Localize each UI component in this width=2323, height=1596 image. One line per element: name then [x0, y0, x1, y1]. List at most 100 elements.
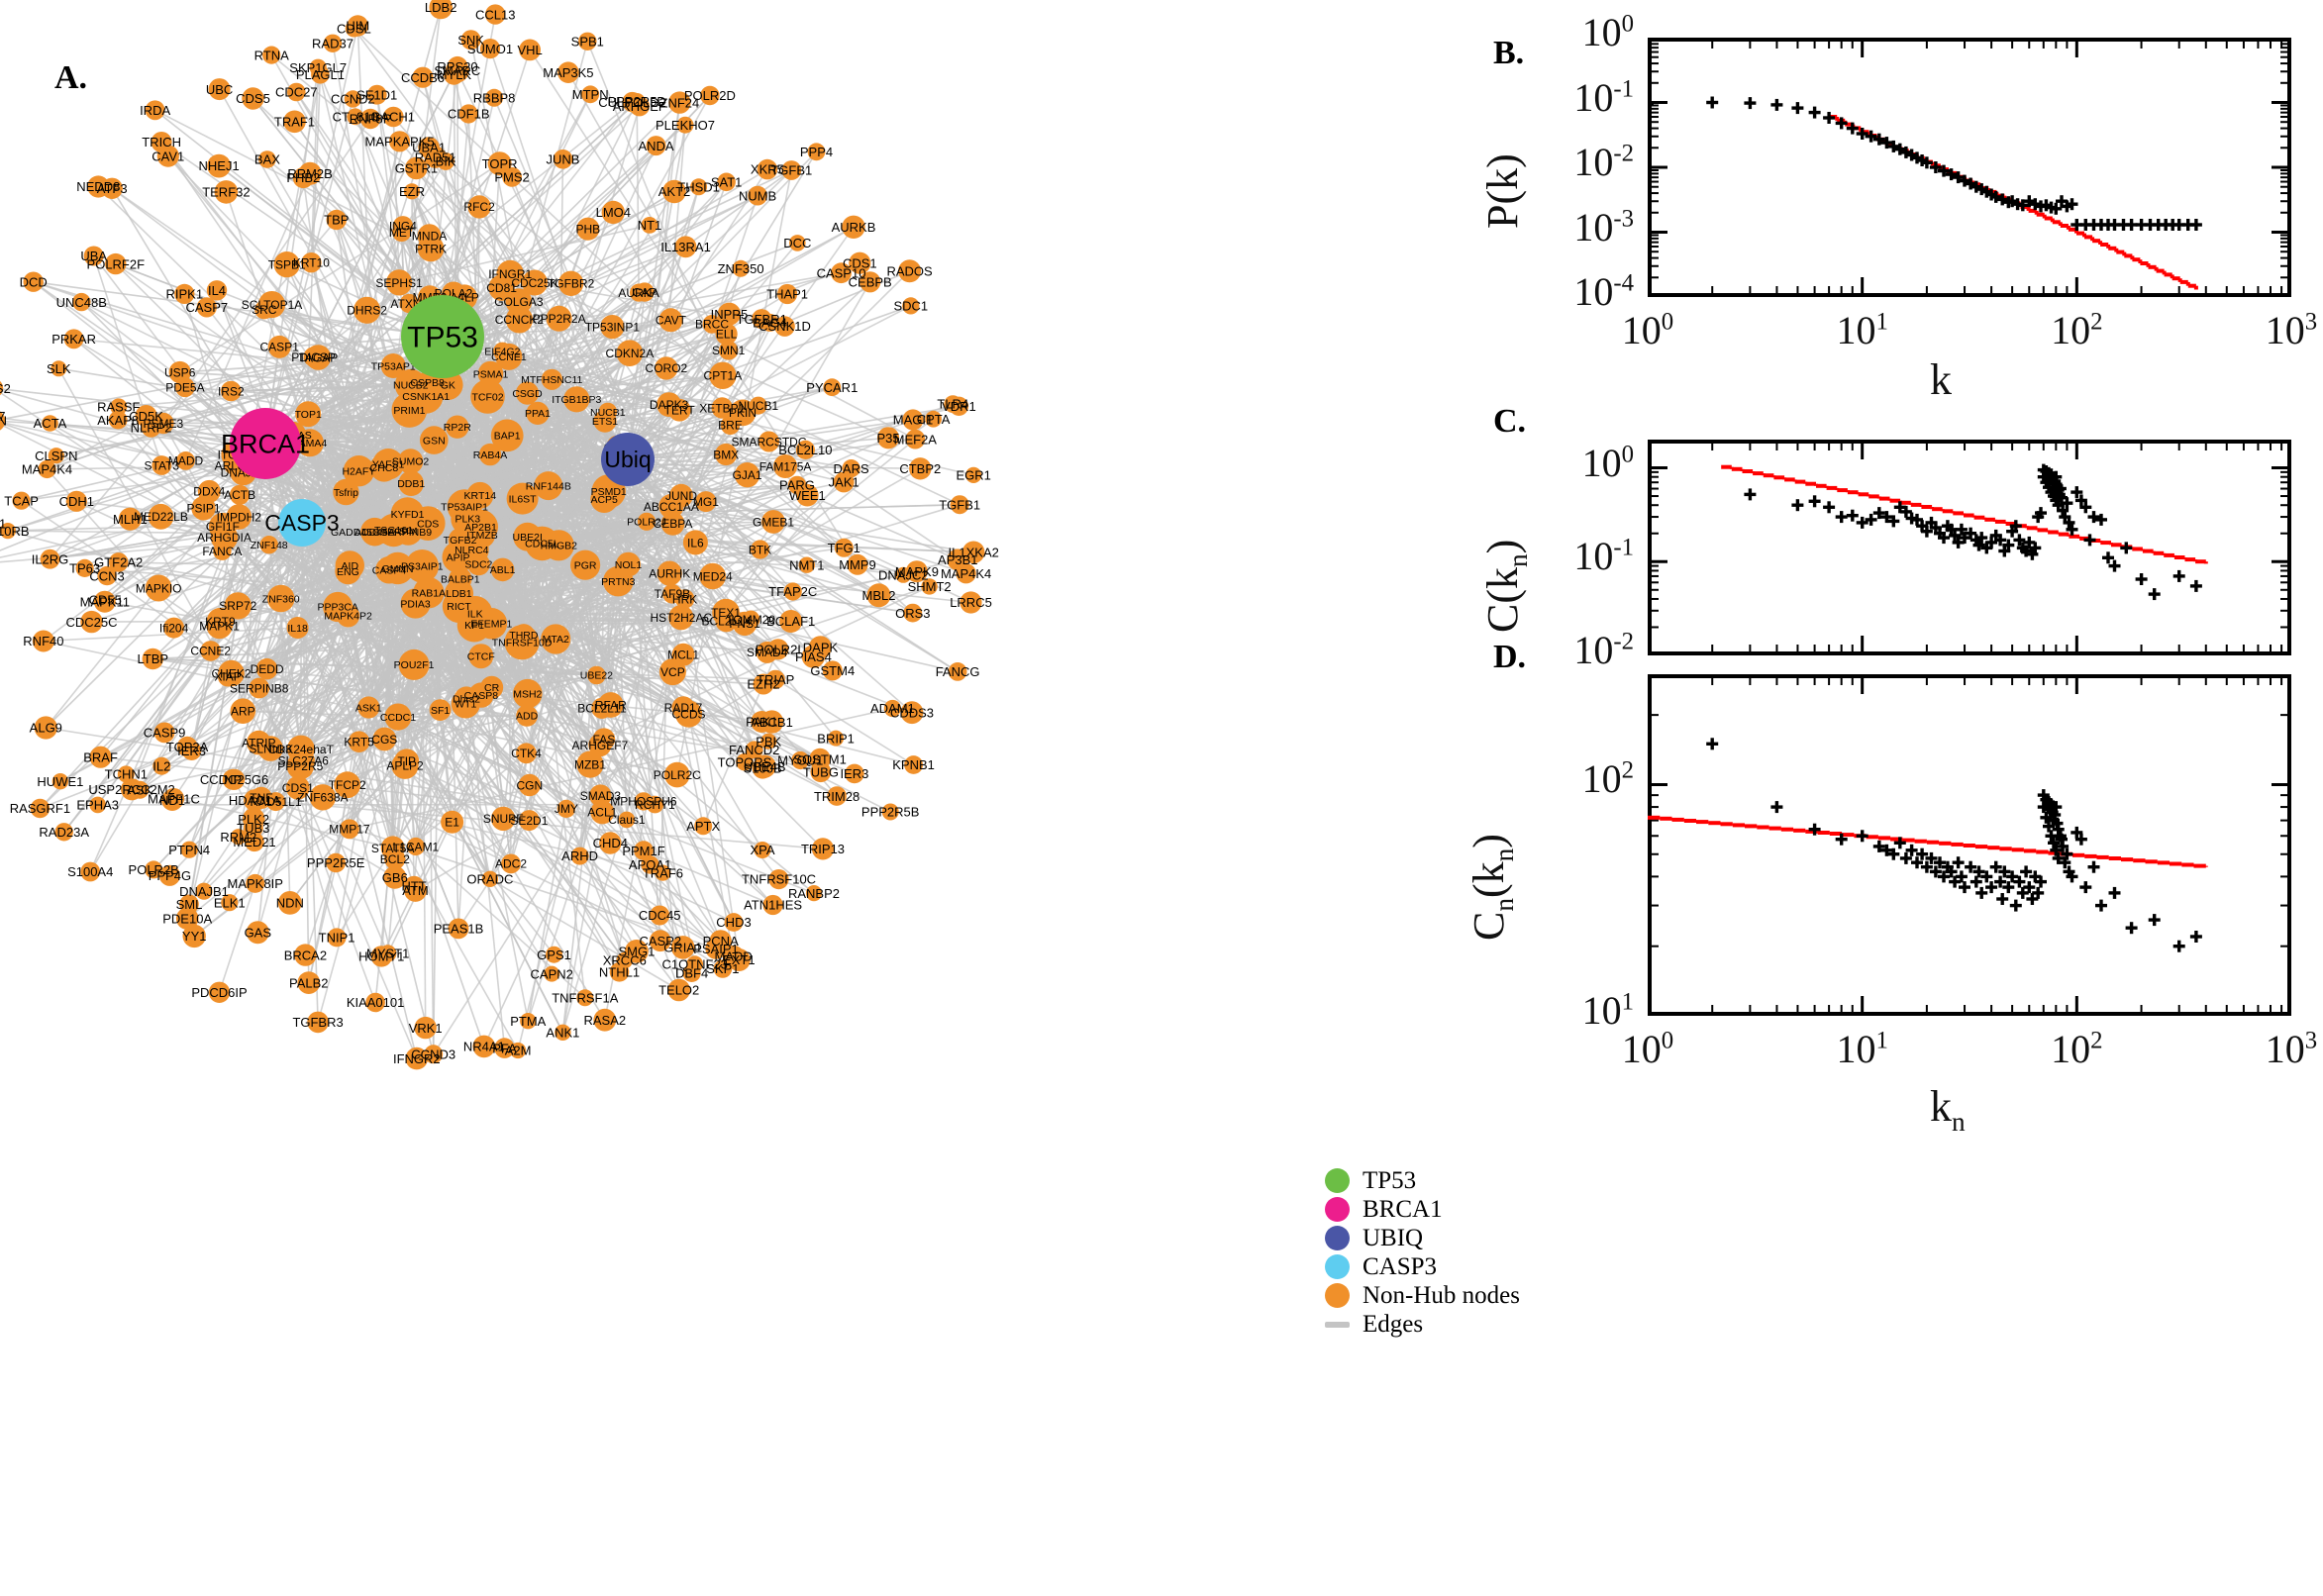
network-node[interactable] [576, 989, 594, 1007]
network-node[interactable] [0, 378, 4, 397]
network-node[interactable] [727, 948, 751, 971]
network-node[interactable] [191, 496, 216, 521]
network-node[interactable] [961, 541, 985, 564]
network-node[interactable] [135, 405, 157, 428]
network-node[interactable] [518, 810, 540, 832]
network-node[interactable] [516, 705, 538, 727]
network-node[interactable] [208, 981, 231, 1003]
network-node[interactable] [798, 556, 815, 573]
network-node[interactable] [655, 864, 671, 881]
network-node[interactable] [366, 84, 387, 105]
network-node[interactable] [142, 648, 163, 670]
network-node[interactable] [375, 555, 403, 584]
network-node[interactable] [400, 588, 431, 619]
network-node[interactable] [491, 806, 516, 832]
network-node[interactable] [354, 296, 381, 324]
network-node[interactable] [326, 852, 347, 873]
network-node[interactable] [634, 841, 654, 860]
network-node[interactable] [757, 158, 778, 180]
network-node[interactable] [513, 678, 543, 709]
network-node[interactable] [418, 137, 440, 158]
network-node[interactable] [327, 928, 347, 948]
network-node[interactable] [616, 551, 641, 577]
network-node[interactable] [343, 455, 375, 487]
network-node[interactable] [301, 252, 322, 273]
network-node[interactable] [502, 166, 522, 187]
network-node[interactable] [335, 550, 364, 580]
network-node[interactable] [478, 443, 502, 466]
network-node[interactable] [246, 873, 265, 893]
network-node[interactable] [196, 297, 217, 318]
network-node[interactable] [295, 401, 322, 428]
network-node[interactable] [556, 799, 576, 819]
network-node[interactable] [391, 392, 428, 428]
network-node[interactable] [118, 507, 142, 531]
network-node[interactable] [444, 63, 464, 85]
network-node[interactable] [717, 302, 742, 326]
network-node[interactable] [690, 178, 708, 196]
network-node[interactable] [783, 582, 802, 601]
network-node[interactable] [326, 209, 347, 231]
network-node[interactable] [420, 426, 449, 454]
network-node[interactable] [175, 907, 199, 930]
network-node[interactable] [842, 215, 865, 239]
network-node[interactable] [72, 292, 91, 312]
hub-node-brca1[interactable] [230, 408, 301, 479]
network-node[interactable] [541, 624, 571, 654]
network-node[interactable] [383, 106, 404, 128]
network-node[interactable] [176, 736, 198, 757]
network-node[interactable] [516, 743, 537, 764]
network-node[interactable] [152, 412, 174, 435]
network-node[interactable] [298, 161, 322, 185]
network-node[interactable] [762, 894, 783, 916]
network-node[interactable] [526, 401, 550, 425]
network-node[interactable] [110, 398, 128, 416]
network-node[interactable] [246, 921, 269, 945]
network-node[interactable] [656, 560, 682, 586]
network-node[interactable] [823, 378, 842, 397]
network-node[interactable] [809, 636, 832, 659]
network-node[interactable] [789, 235, 806, 251]
network-node[interactable] [662, 179, 686, 204]
network-node[interactable] [834, 538, 854, 557]
network-node[interactable] [65, 490, 87, 512]
network-node[interactable] [221, 894, 239, 912]
network-node[interactable] [376, 513, 411, 548]
network-node[interactable] [444, 578, 474, 609]
network-node[interactable] [479, 39, 501, 59]
network-node[interactable] [359, 108, 381, 130]
network-node[interactable] [414, 1016, 437, 1040]
network-node[interactable] [694, 817, 713, 836]
network-node[interactable] [965, 466, 982, 483]
network-node[interactable] [34, 716, 57, 740]
network-node[interactable] [592, 728, 616, 750]
network-node[interactable] [796, 483, 819, 507]
network-node[interactable] [791, 750, 810, 770]
network-node[interactable] [161, 789, 183, 811]
network-node[interactable] [152, 455, 172, 475]
network-node[interactable] [810, 761, 832, 783]
network-node[interactable] [781, 160, 802, 180]
network-node[interactable] [323, 591, 354, 623]
network-node[interactable] [163, 617, 185, 639]
network-node[interactable] [729, 399, 757, 427]
network-node[interactable] [490, 557, 515, 582]
network-node[interactable] [481, 870, 499, 887]
network-node[interactable] [563, 386, 590, 413]
network-node[interactable] [365, 992, 385, 1013]
network-node[interactable] [446, 415, 469, 439]
network-node[interactable] [485, 88, 504, 107]
network-node[interactable] [344, 90, 362, 108]
network-node[interactable] [380, 353, 406, 378]
network-node[interactable] [520, 1012, 537, 1030]
network-node[interactable] [195, 882, 213, 900]
network-node[interactable] [902, 297, 920, 315]
network-node[interactable] [490, 419, 524, 452]
network-node[interactable] [593, 409, 617, 433]
network-node[interactable] [250, 786, 272, 810]
network-node[interactable] [715, 610, 738, 633]
network-node[interactable] [713, 959, 733, 978]
network-node[interactable] [397, 449, 424, 474]
network-node[interactable] [50, 360, 67, 377]
network-node[interactable] [674, 236, 697, 258]
